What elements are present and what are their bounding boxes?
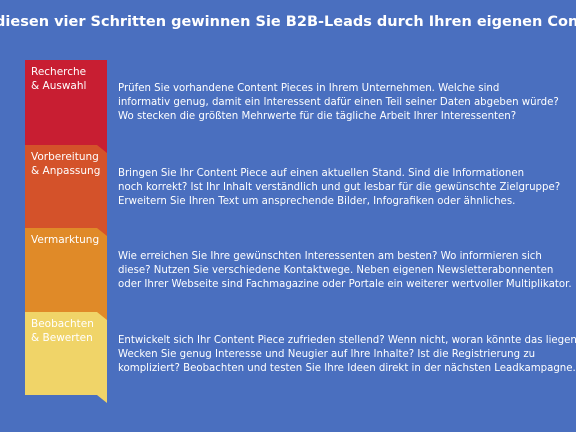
step-label: Beobachten bbox=[31, 318, 94, 330]
step-text: oder Ihrer Webseite sind Fachmagazine od… bbox=[118, 279, 572, 290]
step-text: Bringen Sie Ihr Content Piece auf einen … bbox=[118, 168, 524, 179]
title: Mit diesen vier Schritten gewinnen Sie B… bbox=[0, 14, 576, 30]
step-blocks bbox=[25, 60, 107, 403]
step-text: Wecken Sie genug Interesse und Neugier a… bbox=[118, 349, 535, 360]
step-label: & Bewerten bbox=[31, 332, 93, 344]
step-text: Wie erreichen Sie Ihre gewünschten Inter… bbox=[118, 251, 542, 262]
step-text: informativ genug, damit ein Interessent … bbox=[118, 97, 559, 108]
step-text: Erweitern Sie Ihren Text um ansprechende… bbox=[118, 196, 515, 207]
step-text: Prüfen Sie vorhandene Content Pieces in … bbox=[118, 83, 499, 94]
step-label: Vorbereitung bbox=[31, 151, 99, 163]
step-text: noch korrekt? Ist Ihr Inhalt verständlic… bbox=[118, 182, 560, 193]
step-text: Entwickelt sich Ihr Content Piece zufrie… bbox=[118, 335, 576, 346]
step-text: diese? Nutzen Sie verschiedene Kontaktwe… bbox=[118, 265, 553, 276]
step-block bbox=[25, 60, 107, 153]
step-label: Recherche bbox=[31, 66, 86, 78]
step-label: Vermarktung bbox=[31, 234, 99, 246]
step-text: Wo stecken die größten Mehrwerte für die… bbox=[118, 111, 516, 122]
step-text: kompliziert? Beobachten und testen Sie I… bbox=[118, 363, 576, 374]
step-block bbox=[25, 228, 107, 320]
step-label: & Auswahl bbox=[31, 80, 86, 92]
step-label: & Anpassung bbox=[31, 165, 100, 177]
step-block bbox=[25, 312, 107, 403]
step-block bbox=[25, 145, 107, 236]
